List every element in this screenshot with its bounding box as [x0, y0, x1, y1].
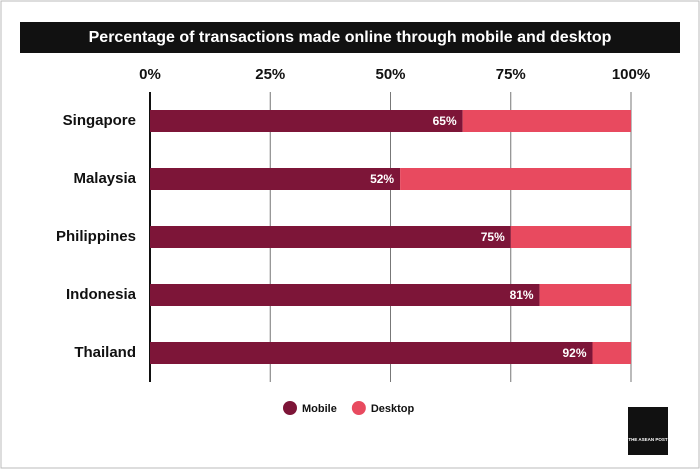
- title-bar: [20, 22, 680, 53]
- y-tick-label: Philippines: [56, 228, 136, 245]
- chart-title: Percentage of transactions made online t…: [89, 29, 612, 46]
- data-label: 52%: [370, 172, 394, 186]
- x-tick-label: 75%: [496, 66, 526, 83]
- logo: [628, 407, 668, 455]
- y-tick-label: Thailand: [74, 344, 136, 361]
- bar-segment: [592, 342, 631, 364]
- y-tick-label: Indonesia: [66, 286, 137, 303]
- y-tick-label: Singapore: [63, 112, 136, 129]
- bar-segment: [150, 284, 540, 306]
- legend-label: Desktop: [371, 403, 415, 415]
- data-label: 81%: [510, 288, 534, 302]
- data-label: 75%: [481, 230, 505, 244]
- x-tick-label: 0%: [139, 66, 161, 83]
- bar-segment: [150, 168, 401, 190]
- bar-segment: [539, 284, 631, 306]
- y-tick-label: Malaysia: [73, 170, 136, 187]
- bar-segment: [400, 168, 631, 190]
- logo-text: THE ASEAN POST: [628, 437, 668, 442]
- bar-segment: [150, 226, 511, 248]
- x-tick-label: 100%: [612, 66, 650, 83]
- bar-segment: [150, 342, 593, 364]
- bar-segment: [462, 110, 631, 132]
- x-tick-label: 50%: [375, 66, 405, 83]
- legend-label: Mobile: [302, 403, 337, 415]
- bar-segment: [150, 110, 463, 132]
- legend-swatch: [283, 401, 297, 415]
- data-label: 65%: [433, 114, 457, 128]
- legend-swatch: [351, 401, 366, 415]
- data-label: 92%: [562, 346, 586, 360]
- bar-segment: [510, 226, 631, 248]
- x-tick-label: 25%: [255, 66, 285, 83]
